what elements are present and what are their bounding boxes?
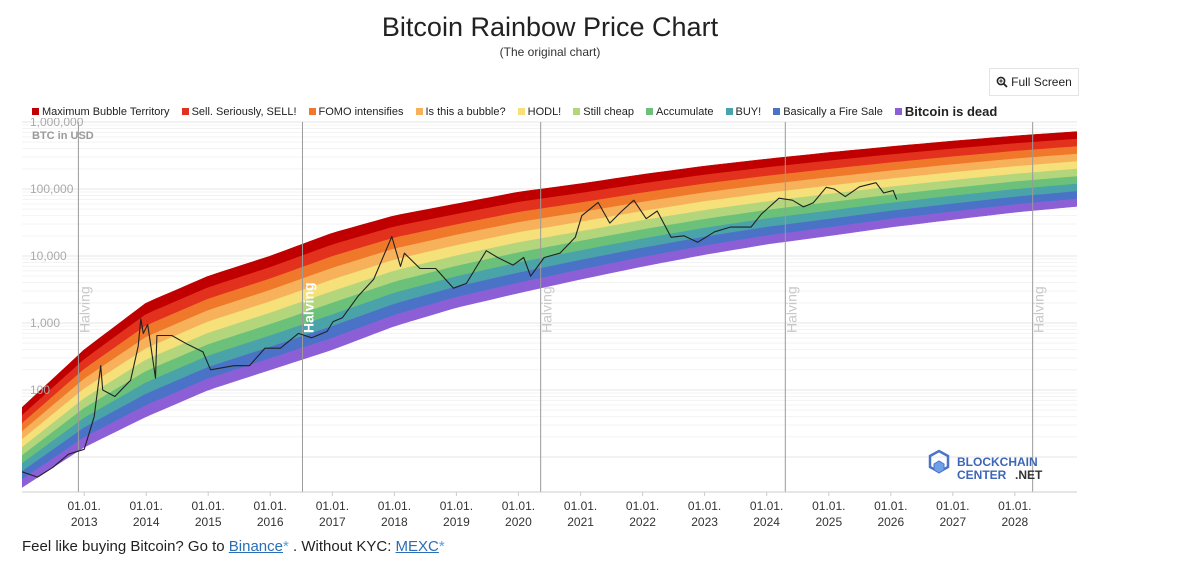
legend-item[interactable]: Maximum Bubble Territory — [32, 106, 170, 118]
x-tick-label: 01.01. — [316, 499, 349, 513]
x-tick-year: 2017 — [319, 515, 346, 529]
legend-label: Basically a Fire Sale — [783, 105, 883, 118]
watermark-line1: BLOCKCHAIN — [957, 455, 1038, 469]
x-tick-label: 01.01. — [67, 499, 100, 513]
legend-swatch — [573, 108, 581, 115]
legend-swatch — [894, 108, 902, 115]
x-tick-year: 2027 — [939, 515, 966, 529]
chart-title: Bitcoin Rainbow Price Chart — [381, 12, 719, 42]
x-tick-label: 01.01. — [440, 499, 473, 513]
x-tick-label: 01.01. — [192, 499, 225, 513]
blockchain-center-logo-inner — [933, 460, 945, 474]
blockchain-center-logo-icon — [928, 449, 950, 474]
y-axis-title: BTC in USD — [32, 130, 94, 142]
x-tick-year: 2018 — [381, 515, 408, 529]
legend-label: Accumulate — [656, 105, 714, 118]
x-tick-year: 2022 — [629, 515, 656, 529]
legend-label: FOMO intensifies — [318, 105, 404, 118]
x-tick-year: 2016 — [257, 515, 284, 529]
x-tick-label: 01.01. — [626, 499, 659, 513]
x-tick-year: 2020 — [505, 515, 532, 529]
x-tick-label: 01.01. — [502, 499, 535, 513]
legend-item[interactable]: HODL! — [517, 105, 562, 118]
zoom-icon — [996, 76, 1008, 88]
y-tick-label: 100 — [30, 383, 50, 397]
chart-legend: Maximum Bubble Territory Sell. Seriously,… — [32, 104, 997, 119]
x-tick-label: 01.01. — [378, 499, 411, 513]
x-tick-year: 2023 — [691, 515, 718, 529]
rainbow-chart: Halving Halving Halving Halving Halving BTC i… — [22, 118, 1077, 529]
watermark-line2: CENTER — [957, 468, 1007, 482]
legend-swatch — [517, 108, 525, 115]
footer-middle: . Without KYC: — [288, 538, 396, 555]
x-tick-label: 01.01. — [812, 499, 845, 513]
x-tick-label: 01.01. — [564, 499, 597, 513]
chart-subtitle: (The original chart) — [499, 45, 601, 59]
x-tick-label: 01.01. — [130, 499, 163, 513]
x-tick-label: 01.01. — [688, 499, 721, 513]
x-tick-year: 2026 — [877, 515, 904, 529]
x-tick-year: 2014 — [133, 515, 160, 529]
x-tick-label: 01.01. — [998, 499, 1031, 513]
footer-prefix: Feel like buying Bitcoin? Go to — [22, 538, 229, 555]
legend-swatch — [415, 108, 423, 115]
legend-item[interactable]: BUY! — [725, 105, 762, 118]
x-tick-year: 2028 — [1001, 515, 1028, 529]
legend-label: HODL! — [527, 105, 562, 118]
halving-label: Halving — [1031, 286, 1047, 333]
legend-label: Bitcoin is dead — [904, 104, 998, 119]
legend-item[interactable]: Accumulate — [646, 105, 714, 118]
x-tick-year: 2024 — [753, 515, 780, 529]
mexc-asterisk: * — [438, 538, 445, 555]
halving-label: Halving — [783, 286, 799, 333]
legend-item[interactable]: Still cheap — [573, 106, 634, 118]
legend-label: BUY! — [735, 105, 762, 118]
legend-label: Sell. Seriously, SELL! — [191, 105, 297, 118]
rainbow-band — [22, 198, 1077, 488]
btc-price-line — [22, 182, 898, 478]
binance-link[interactable]: Binance — [228, 538, 283, 555]
binance-asterisk: * — [283, 538, 289, 555]
x-tick-year: 2021 — [567, 515, 594, 529]
watermark-line3: .NET — [1015, 468, 1043, 482]
full-screen-label: Full Screen — [1011, 75, 1072, 89]
legend-swatch — [725, 108, 733, 115]
x-tick-label: 01.01. — [936, 499, 969, 513]
legend-swatch — [32, 108, 39, 115]
legend-item[interactable]: Basically a Fire Sale — [773, 106, 883, 118]
legend-label: Maximum Bubble Territory — [42, 105, 170, 118]
mexc-link[interactable]: MEXC — [395, 538, 439, 555]
legend-swatch — [646, 108, 654, 115]
halving-label: Halving — [76, 286, 92, 333]
legend-label: Is this a bubble? — [425, 105, 506, 118]
x-tick-year: 2013 — [71, 515, 98, 529]
x-tick-label: 01.01. — [874, 499, 907, 513]
x-tick-year: 2019 — [443, 515, 470, 529]
x-tick-year: 2025 — [815, 515, 842, 529]
legend-item[interactable]: Sell. Seriously, SELL! — [181, 105, 297, 118]
halving-label: Halving — [539, 286, 555, 333]
y-tick-label: 100,000 — [30, 182, 74, 196]
x-tick-year: 2015 — [195, 515, 222, 529]
legend-swatch — [308, 108, 316, 115]
y-tick-label: 10,000 — [30, 249, 67, 263]
halving-label: Halving — [300, 282, 316, 333]
legend-swatch — [181, 108, 189, 115]
footer-promo: Feel like buying Bitcoin? Go to Binance*… — [22, 538, 445, 555]
legend-item[interactable]: Is this a bubble? — [415, 105, 506, 118]
x-tick-label: 01.01. — [254, 499, 287, 513]
full-screen-button[interactable]: Full Screen — [989, 68, 1079, 96]
legend-item[interactable]: Bitcoin is dead — [894, 104, 998, 119]
y-tick-label: 1,000,000 — [30, 118, 84, 129]
legend-item[interactable]: FOMO intensifies — [308, 105, 404, 118]
legend-swatch — [773, 108, 781, 115]
x-tick-label: 01.01. — [750, 499, 783, 513]
y-tick-label: 1,000 — [30, 316, 60, 330]
legend-label: Still cheap — [583, 105, 635, 118]
